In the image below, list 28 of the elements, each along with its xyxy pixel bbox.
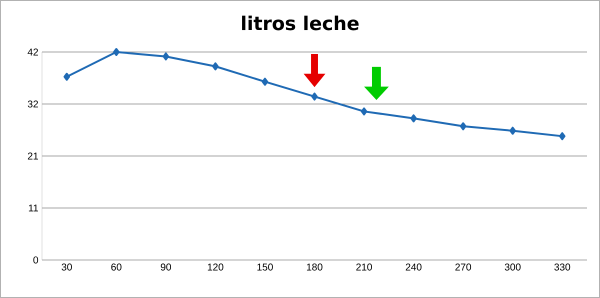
point — [410, 114, 417, 122]
x-tick-label: 270 — [455, 264, 472, 271]
x-tick-label: 120 — [208, 264, 224, 271]
x-tick-label: 300 — [504, 264, 521, 271]
y-tick-label: 11 — [28, 204, 38, 212]
point — [509, 126, 516, 135]
x-tick-label: 330 — [554, 264, 570, 271]
y-tick-label: 0 — [33, 256, 38, 264]
x-tick-label: 30 — [62, 264, 72, 271]
point — [64, 72, 70, 81]
point — [558, 132, 566, 140]
y-tick-label: 21 — [28, 152, 38, 160]
x-tick-label: 240 — [406, 264, 422, 271]
point — [262, 78, 268, 86]
x-tick-label: 150 — [257, 264, 273, 271]
point — [360, 107, 368, 116]
x-tick-label: 180 — [306, 264, 322, 271]
point — [113, 48, 120, 56]
y-tick-label: 32 — [28, 100, 38, 108]
x-tick-label: 90 — [160, 264, 172, 271]
x-tick-label: 60 — [111, 264, 122, 271]
point — [162, 52, 170, 60]
point — [460, 122, 466, 130]
y-tick-label: 42 — [28, 48, 38, 56]
chart-title: litros leche — [242, 16, 359, 30]
point — [212, 62, 219, 70]
x-tick-label: 210 — [356, 264, 372, 271]
point — [311, 92, 318, 101]
